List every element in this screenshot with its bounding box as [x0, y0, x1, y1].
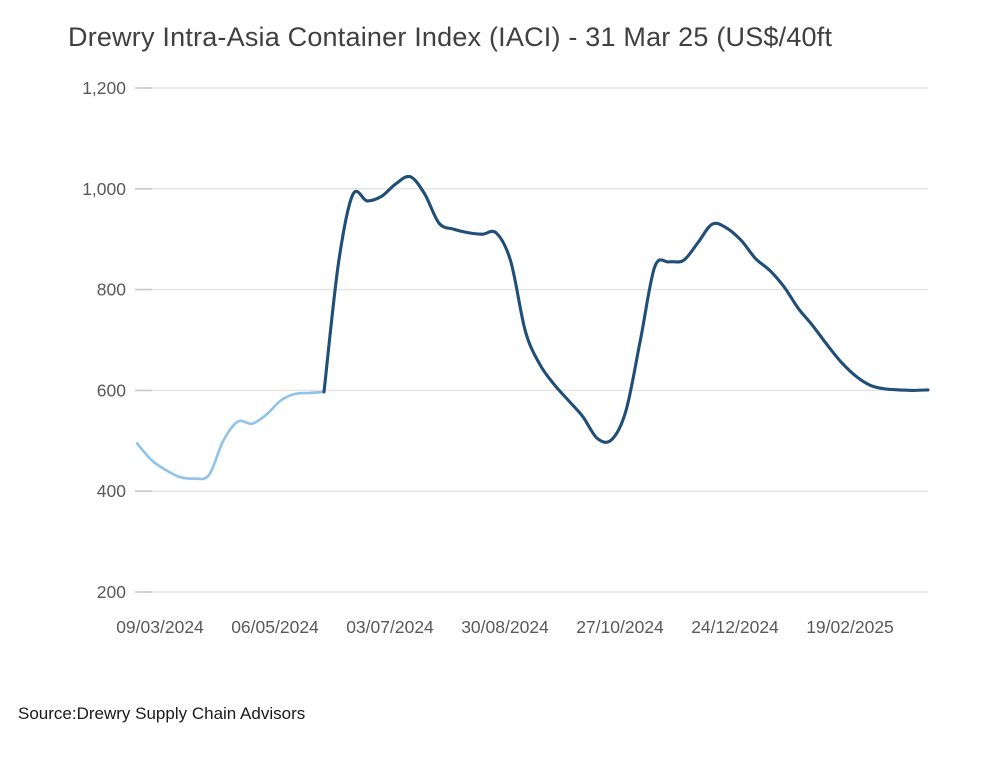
x-axis-tick-label: 27/10/2024: [576, 617, 664, 637]
y-axis-tick-label: 600: [97, 380, 126, 400]
x-axis-tick-label: 24/12/2024: [691, 617, 779, 637]
chart-title: Drewry Intra-Asia Container Index (IACI)…: [68, 22, 833, 52]
series-line-earlier: [135, 390, 326, 481]
y-axis-tick-label: 400: [97, 481, 126, 501]
y-axis-tick-label: 1,200: [82, 78, 126, 98]
source-attribution: Source:Drewry Supply Chain Advisors: [18, 704, 306, 723]
x-axis-tick-label: 19/02/2025: [806, 617, 894, 637]
x-axis-tick-label: 03/07/2024: [346, 617, 434, 637]
x-axis-tick-label: 30/08/2024: [461, 617, 549, 637]
series-line-recent: [322, 174, 930, 444]
y-axis-tick-label: 1,000: [82, 179, 126, 199]
y-axis-tick-label: 800: [97, 280, 126, 300]
x-axis-tick-label: 09/03/2024: [116, 617, 204, 637]
x-axis-tick-label: 06/05/2024: [231, 617, 319, 637]
y-axis-tick-label: 200: [97, 582, 126, 602]
